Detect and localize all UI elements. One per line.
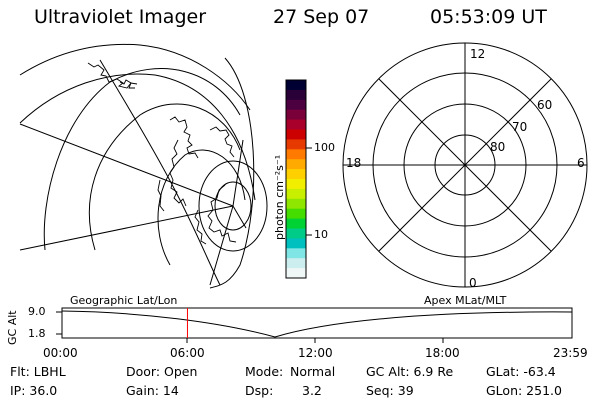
colorbar-band [286, 169, 306, 180]
x-tick-1800: 18:00 [425, 346, 460, 360]
lat-label-80: 80 [490, 140, 506, 154]
geographic-map [19, 43, 268, 289]
geographic-longitude: GLon: 251.0 [486, 383, 562, 398]
colorbar-band [286, 248, 306, 259]
gc-altitude-status: GC Alt: 6.9 Re [366, 364, 454, 379]
colorbar-band [286, 208, 306, 220]
colorbar-band [286, 80, 306, 91]
colorbar-tick-label-10: 10 [314, 228, 328, 241]
colorbar-band [286, 89, 306, 101]
colorbar-band [286, 268, 306, 279]
mlt-label-0: 0 [469, 276, 477, 290]
colorbar-band [286, 188, 306, 200]
lat-label-60: 60 [537, 98, 553, 112]
altitude-timeline [56, 307, 573, 343]
colorbar-band [286, 149, 306, 160]
observation-date: 27 Sep 07 [273, 6, 370, 28]
colorbar-band [286, 109, 306, 121]
ip-status: IP: 36.0 [10, 383, 58, 398]
filter-status: Flt: LBHL [10, 364, 66, 379]
colorbar-band [286, 129, 306, 140]
colorbar-band [286, 228, 306, 239]
colorbar-band [286, 179, 306, 190]
x-tick-2359: 23:59 [553, 346, 588, 360]
colorbar-band [286, 99, 306, 111]
observation-time: 05:53:09 UT [430, 6, 547, 28]
instrument-title: Ultraviolet Imager [34, 6, 207, 28]
intensity-colorbar [285, 79, 312, 279]
altitude-curve [61, 310, 573, 338]
sequence-status: Seq: 39 [366, 383, 414, 398]
door-status: Door: Open [126, 364, 198, 379]
x-tick-0600: 06:00 [170, 346, 205, 360]
x-tick-1200: 12:00 [298, 346, 333, 360]
gain-status: Gain: 14 [126, 383, 179, 398]
geographic-coords-label: Geographic Lat/Lon [70, 294, 178, 307]
dsp-value: 3.2 [302, 383, 322, 398]
lat-label-70: 70 [512, 120, 528, 134]
colorbar-band [286, 139, 306, 150]
mlt-label-12: 12 [470, 47, 486, 61]
mlt-label-18: 18 [346, 156, 362, 170]
colorbar-band [286, 218, 306, 229]
colorbar-band [286, 198, 306, 210]
colorbar-tick-label-100: 100 [314, 141, 335, 154]
colorbar-band [286, 119, 306, 130]
y-tick-9: 9.0 [28, 305, 46, 318]
apex-coords-label: Apex MLat/MLT [424, 294, 507, 307]
colorbar-band [286, 238, 306, 249]
mlt-label-6: 6 [577, 156, 585, 170]
dsp-label: Dsp: [245, 383, 274, 398]
x-tick-0000: 00:00 [43, 346, 78, 360]
y-tick-1-8: 1.8 [28, 327, 46, 340]
mode-value: Normal [290, 364, 336, 379]
gc-alt-axis-title: GC Alt [6, 310, 19, 345]
colorbar-band [286, 258, 306, 269]
geographic-latitude: GLat: -63.4 [486, 364, 556, 379]
mode-label: Mode: [245, 364, 284, 379]
mlt-polar-plot [342, 42, 588, 288]
colorbar-band [286, 159, 306, 170]
colorbar-unit-label: photon cm⁻²s⁻¹ [273, 154, 286, 240]
